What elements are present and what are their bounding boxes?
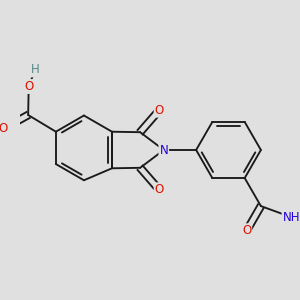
Text: O: O xyxy=(0,122,8,135)
Text: N: N xyxy=(159,143,168,157)
Text: O: O xyxy=(242,224,251,237)
Text: O: O xyxy=(154,104,164,117)
Text: O: O xyxy=(24,80,33,93)
Text: NH: NH xyxy=(283,211,300,224)
Text: H: H xyxy=(31,63,40,76)
Text: O: O xyxy=(154,183,164,196)
